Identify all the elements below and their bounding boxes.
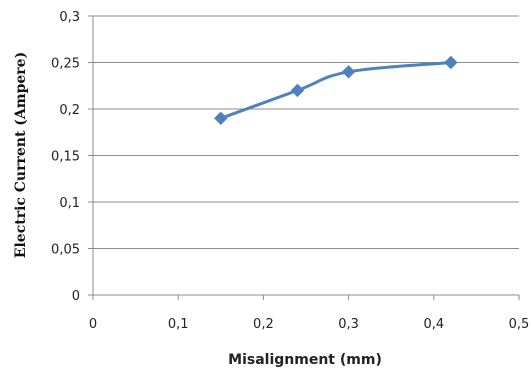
x-tick-label: 0 (89, 317, 97, 332)
data-point-marker (341, 65, 356, 79)
series-layer (214, 55, 458, 126)
data-point-marker (290, 83, 305, 98)
x-tick-label: 0,3 (338, 317, 359, 332)
y-tick-label: 0,25 (51, 57, 80, 72)
axes (88, 15, 520, 300)
y-tick-label: 0 (72, 289, 80, 304)
series-line (220, 61, 451, 120)
data-point-marker (214, 111, 228, 126)
data-point-marker (444, 55, 458, 70)
y-tick-label: 0,05 (51, 243, 80, 258)
gridlines (93, 15, 519, 249)
y-axis-label: Electric Current (Ampere) (13, 52, 29, 258)
x-tick-label: 0,4 (423, 317, 444, 332)
y-tick-label: 0,1 (59, 196, 80, 211)
y-tick-label: 0,2 (59, 103, 80, 118)
x-tick-labels: 0 0,1 0,2 0,3 0,4 0,5 (89, 317, 529, 332)
x-axis-label: Misalignment (mm) (228, 352, 382, 368)
y-tick-labels: 0 0,05 0,1 0,15 0,2 0,25 0,3 (51, 10, 80, 304)
x-tick-label: 0,5 (509, 317, 530, 332)
x-tick-label: 0,1 (168, 317, 189, 332)
y-tick-label: 0,15 (51, 150, 80, 165)
y-tick-label: 0,3 (59, 10, 80, 25)
x-tick-label: 0,2 (253, 317, 274, 332)
